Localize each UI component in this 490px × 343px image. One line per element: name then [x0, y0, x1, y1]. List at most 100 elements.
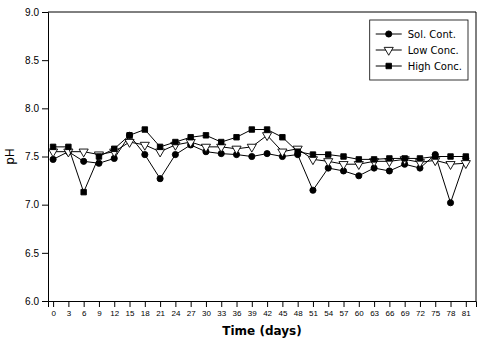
point [293, 146, 302, 154]
point [157, 176, 163, 182]
x-tick: 60 [355, 301, 364, 318]
x-tick: 54 [324, 301, 333, 318]
x-tick: 12 [110, 301, 119, 318]
x-tick-label: 63 [370, 309, 379, 318]
x-tick-label: 69 [401, 309, 410, 318]
x-tick-mark [175, 301, 176, 307]
y-tick: 7.5 [25, 151, 48, 162]
x-tick: 18 [141, 301, 150, 318]
x-tick-label: 9 [97, 309, 102, 318]
point [142, 127, 147, 132]
x-tick-label: 39 [248, 309, 257, 318]
y-axis-line [42, 13, 49, 302]
y-tick: 8.5 [25, 55, 48, 66]
point [354, 162, 363, 170]
y-tick: 9.0 [25, 7, 48, 18]
x-tick-mark [344, 301, 345, 307]
x-tick-mark [420, 301, 421, 307]
x-tick-label: 12 [110, 309, 119, 318]
point [173, 139, 178, 144]
y-tick-mark [42, 157, 48, 158]
x-tick: 9 [97, 301, 102, 318]
x-tick-label: 6 [82, 309, 87, 318]
x-tick-mark [53, 301, 54, 307]
x-tick: 48 [294, 301, 303, 318]
point [417, 156, 422, 161]
x-tick-mark [145, 301, 146, 307]
y-tick-label: 7.0 [25, 199, 39, 210]
legend-frame [370, 20, 468, 80]
x-tick-label: 51 [309, 309, 318, 318]
point [310, 152, 315, 157]
point [371, 157, 376, 162]
x-tick: 27 [187, 301, 196, 318]
point [125, 139, 134, 147]
x-tick-mark [389, 301, 390, 307]
x-tick: 78 [447, 301, 456, 318]
x-tick-mark [206, 301, 207, 307]
series-markers [49, 133, 471, 170]
x-tick: 57 [340, 301, 349, 318]
point [447, 200, 453, 206]
x-tick-label: 24 [171, 309, 180, 318]
x-tick-mark [466, 301, 467, 307]
y-tick-mark [42, 12, 48, 13]
x-tick-label: 27 [187, 309, 196, 318]
y-tick: 8.0 [25, 103, 48, 114]
y-tick-mark [42, 108, 48, 109]
point [172, 151, 178, 157]
point [448, 154, 453, 159]
x-tick: 15 [126, 301, 135, 318]
x-tick-label: 48 [294, 309, 303, 318]
x-tick: 39 [248, 301, 257, 318]
legend-marker [384, 47, 393, 55]
y-tick-label: 8.5 [25, 55, 39, 66]
series-markers [50, 132, 469, 206]
x-tick-mark [84, 301, 85, 307]
x-tick-mark [313, 301, 314, 307]
y-axis: 6.0 6.5 7.0 7.5 8.0 8.5 9.0 [25, 7, 48, 307]
y-axis-title: pH [3, 148, 17, 165]
point [156, 149, 165, 157]
x-tick-mark [68, 301, 69, 307]
y-tick: 6.5 [25, 248, 48, 259]
frame [476, 12, 477, 301]
point [157, 144, 162, 149]
point [264, 127, 269, 132]
x-tick: 21 [156, 301, 165, 318]
series-line [53, 135, 466, 164]
x-tick-label: 3 [67, 309, 72, 318]
point [263, 133, 272, 141]
point [249, 127, 254, 132]
point [324, 159, 333, 167]
y-tick-label: 8.0 [25, 103, 39, 114]
x-tick: 24 [171, 301, 180, 318]
y-tick-label: 6.0 [25, 296, 39, 307]
x-tick: 63 [370, 301, 379, 318]
point [280, 134, 285, 139]
point [201, 144, 210, 152]
series-group [49, 127, 471, 206]
y-tick: 7.0 [25, 199, 48, 210]
point [387, 156, 392, 161]
x-tick-mark [328, 301, 329, 307]
x-tick-mark [359, 301, 360, 307]
x-tick-mark [451, 301, 452, 307]
x-tick: 51 [309, 301, 318, 318]
x-tick-label: 45 [278, 309, 287, 318]
x-tick-label: 75 [431, 309, 440, 318]
x-tick-mark [252, 301, 253, 307]
point [402, 156, 407, 161]
x-tick: 30 [202, 301, 211, 318]
point [247, 144, 256, 152]
x-tick: 0 [51, 301, 56, 318]
y-tick-mark [42, 253, 48, 254]
point [325, 152, 330, 157]
point [96, 154, 101, 159]
x-tick-label: 0 [51, 309, 56, 318]
x-tick-label: 33 [217, 309, 226, 318]
x-tick-label: 78 [447, 309, 456, 318]
x-tick: 66 [385, 301, 394, 318]
point [218, 139, 223, 144]
x-tick-label: 36 [233, 309, 242, 318]
